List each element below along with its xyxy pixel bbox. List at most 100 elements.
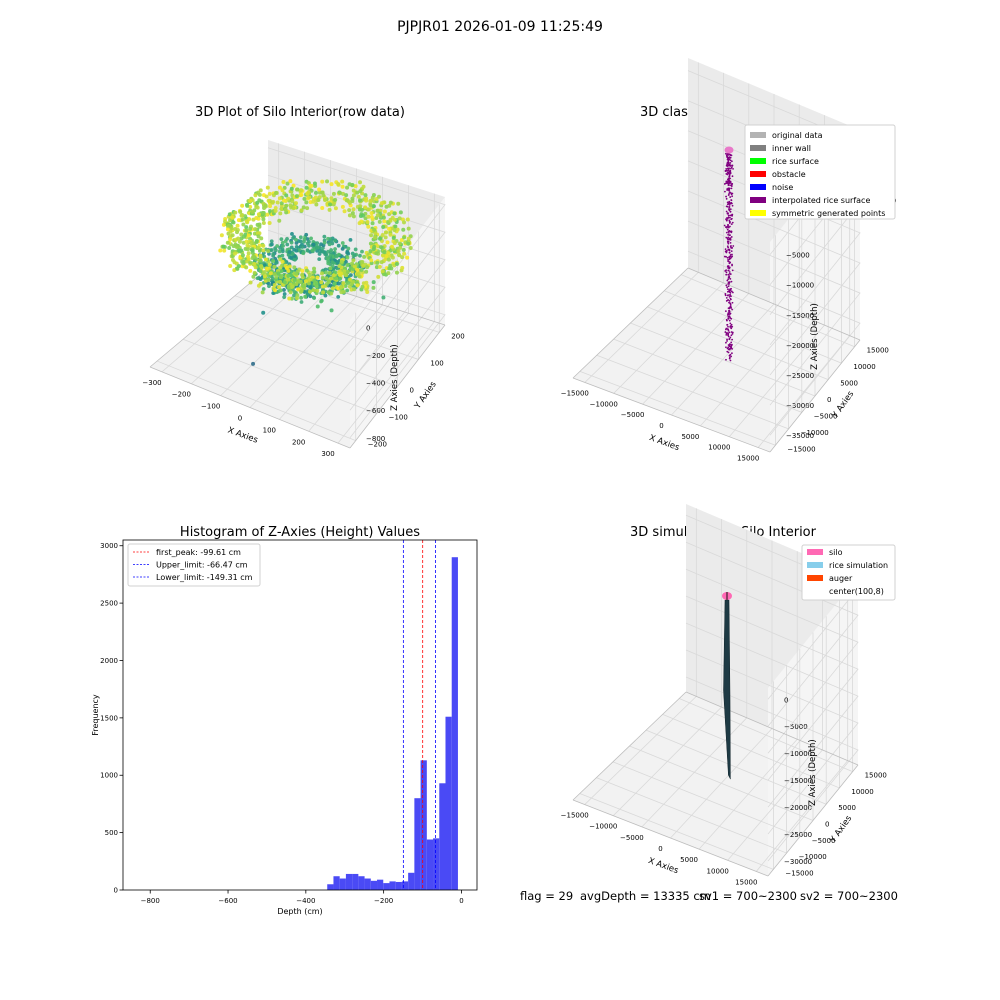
p3-ytick: 2000 <box>100 657 118 665</box>
p1-ytick: −200 <box>368 441 387 449</box>
p1-point <box>396 249 401 254</box>
p1-point <box>228 237 233 242</box>
p1-point <box>313 195 318 200</box>
p2-point <box>726 165 729 167</box>
p2-column <box>723 146 735 362</box>
p1-point <box>322 198 327 203</box>
p4-ygrid <box>662 713 840 789</box>
p1-point <box>341 191 346 196</box>
p2-point <box>730 223 733 226</box>
p1-point <box>248 268 253 273</box>
p1-point <box>255 276 260 281</box>
p1-point <box>345 280 350 285</box>
p4-xtick: 5000 <box>680 856 698 864</box>
p1-point <box>235 266 240 271</box>
p1-point <box>256 245 261 250</box>
footer-stats: flag = 29 avgDepth = 13335 cm sv1 = 700~… <box>520 889 898 903</box>
p1-edge <box>149 267 269 368</box>
p2-point <box>731 301 734 304</box>
p1-point <box>230 233 235 238</box>
p1-point <box>345 269 350 274</box>
p2-edge <box>572 377 771 453</box>
panel3-title: Histogram of Z-Axies (Height) Values <box>180 525 420 540</box>
p1-point <box>406 226 411 231</box>
p3-ytick: 1500 <box>100 714 118 722</box>
p2-point <box>727 273 730 276</box>
p1-point <box>282 295 287 300</box>
p2-point <box>725 346 727 349</box>
p2-point <box>728 300 731 302</box>
p3-legend-label: Lower_limit: -149.31 cm <box>156 573 253 582</box>
p1-point <box>284 193 289 198</box>
p1-point <box>322 240 327 245</box>
p1-point <box>386 271 391 276</box>
p1-point <box>244 259 249 264</box>
p1-point <box>277 285 282 290</box>
p1-point <box>363 193 368 198</box>
p2-point <box>729 322 732 325</box>
p3-bar <box>370 880 378 890</box>
p4-zlabel: Z Axies (Depth) <box>808 739 818 806</box>
p4-ztick: −30000 <box>784 858 812 866</box>
p3-bar <box>408 872 415 890</box>
p2-point <box>730 280 733 283</box>
p1-point <box>381 225 386 230</box>
p1-point <box>279 237 284 242</box>
p2-point <box>727 335 730 338</box>
p1-point <box>375 260 380 265</box>
p1-xtick: 100 <box>263 426 276 434</box>
p2-point <box>727 161 730 164</box>
p3-xtick: −800 <box>141 897 160 905</box>
p1-point <box>348 273 353 278</box>
p4-legend-swatch <box>807 588 823 594</box>
p3-bar <box>445 716 452 890</box>
p3-bar <box>377 879 384 890</box>
p1-point <box>333 197 338 202</box>
p2-point <box>730 250 733 253</box>
p2-point <box>730 290 733 293</box>
p2-point <box>729 210 732 213</box>
p2-point <box>730 245 732 247</box>
p1-point <box>255 205 260 210</box>
p1-ztick: −200 <box>366 352 385 360</box>
p2-edge <box>769 339 861 453</box>
p1-point <box>379 260 384 265</box>
p2-point <box>728 281 731 284</box>
p1-point <box>372 244 377 249</box>
p1-point <box>271 286 276 291</box>
p2-point <box>723 255 726 258</box>
p1-point <box>235 230 240 235</box>
panel-simulation-3d: 3D simulation of Silo Interior −15000−10… <box>561 504 896 886</box>
p1-point <box>374 265 379 270</box>
p1-point <box>299 188 304 193</box>
p3-bar <box>339 878 346 890</box>
p3-xtick: 0 <box>459 897 463 905</box>
p2-ytick: 0 <box>827 396 831 404</box>
p1-xtick: 300 <box>321 450 334 458</box>
p1-point <box>225 240 230 245</box>
p1-point <box>302 196 307 201</box>
p1-point <box>267 262 272 267</box>
p1-point <box>364 280 369 285</box>
p4-legend-label: rice simulation <box>829 561 888 570</box>
p4-edge <box>767 764 859 877</box>
p1-point <box>285 181 290 186</box>
p2-point <box>725 205 728 208</box>
p1-point <box>329 196 334 201</box>
p2-point <box>729 325 732 328</box>
p2-point <box>727 216 730 219</box>
p1-xtick: −300 <box>142 379 161 387</box>
p2-point <box>724 152 727 155</box>
p1-point <box>326 290 331 295</box>
p1-point <box>268 271 273 276</box>
p3-bar <box>439 783 446 890</box>
p2-ztick: −5000 <box>786 252 810 260</box>
p1-point <box>340 184 345 189</box>
p1-point <box>306 281 311 286</box>
p2-xtick: 15000 <box>737 455 759 463</box>
p1-point <box>319 299 324 304</box>
p1-point <box>266 281 271 286</box>
p3-ytick: 1000 <box>100 772 118 780</box>
p1-point <box>246 251 251 256</box>
p2-point <box>727 259 729 261</box>
